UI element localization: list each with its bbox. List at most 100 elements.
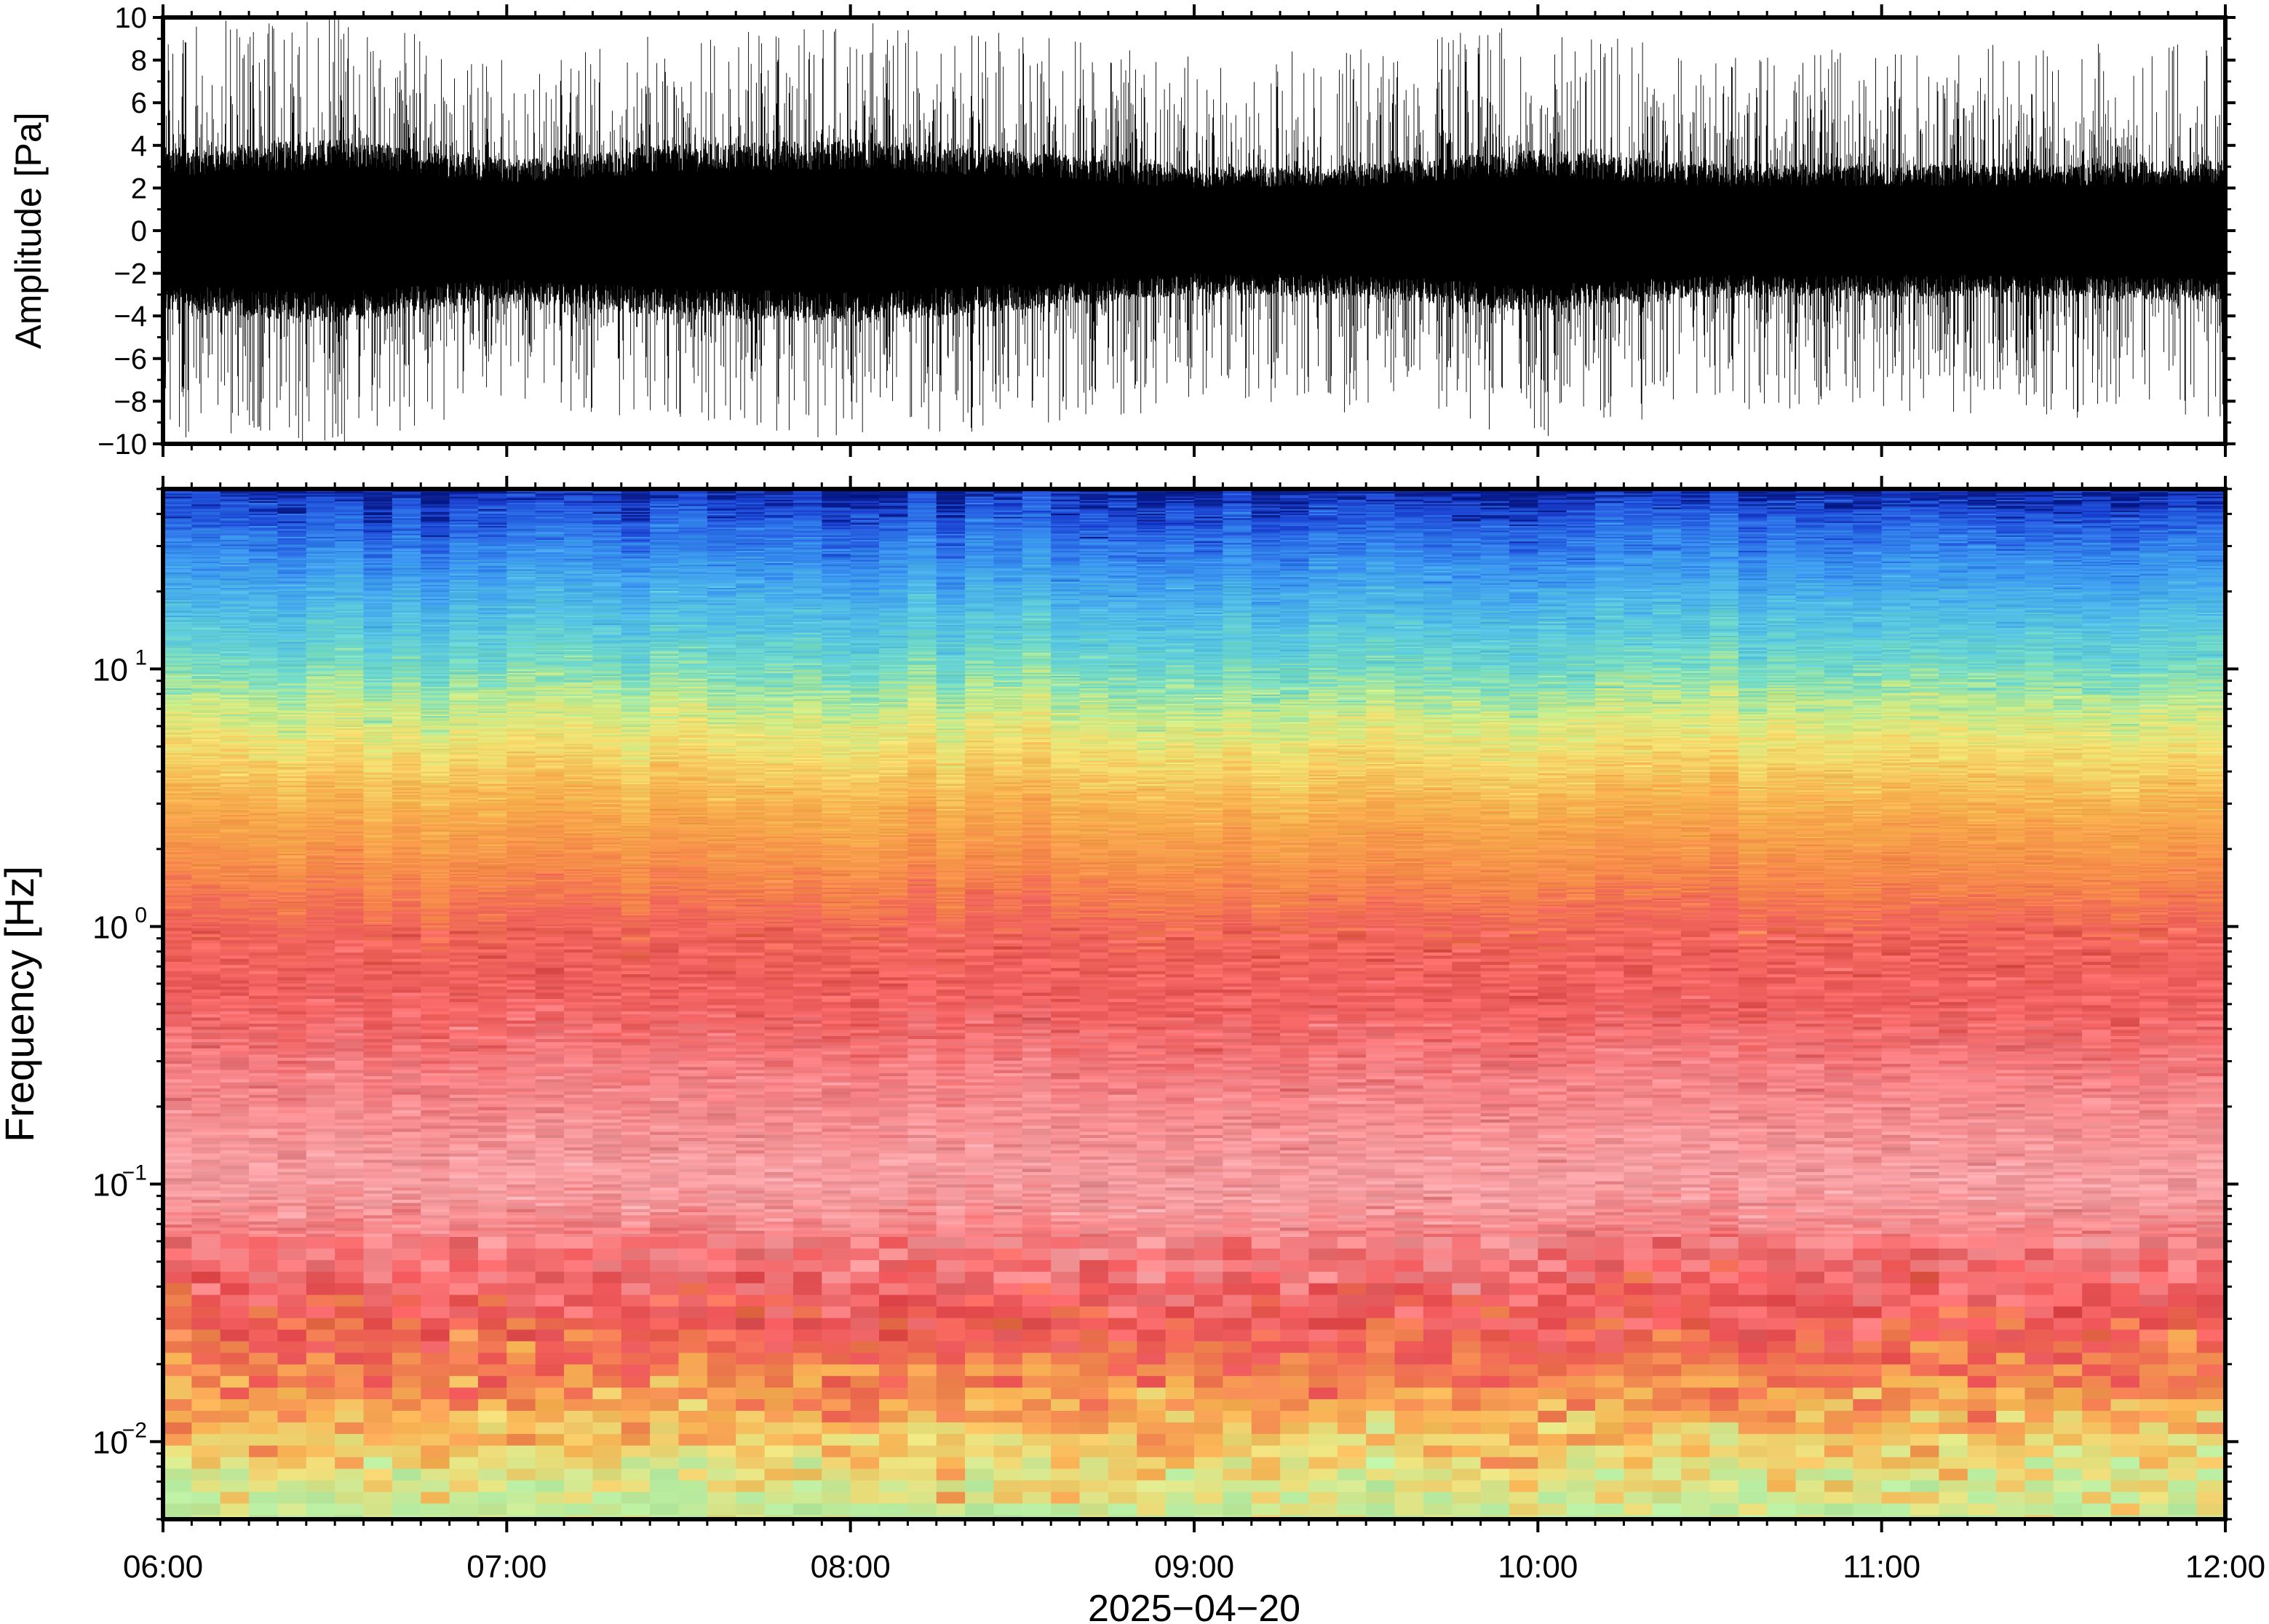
spectrogram-cell [421, 1194, 450, 1198]
spectrogram-cell [277, 1178, 306, 1182]
spectrogram-cell [191, 1187, 220, 1191]
spectrogram-cell [277, 1376, 306, 1388]
spectrogram-cell [191, 1469, 220, 1481]
spectrogram-cell [249, 950, 278, 953]
spectrogram-cell [191, 1219, 220, 1222]
spectrogram-cell [277, 1058, 306, 1062]
spectrogram-cell [191, 977, 220, 981]
spectrogram-cell [249, 1260, 278, 1273]
spectrogram-cell [220, 950, 250, 953]
spectrogram-cell [191, 1070, 220, 1074]
spectrogram-cell [335, 1079, 364, 1083]
spectrogram-cell [163, 1076, 192, 1080]
spectrogram-cell [450, 1399, 479, 1412]
spectrogram-cell [335, 1073, 364, 1077]
spectrogram-cell [249, 1364, 278, 1377]
spectrogram-cell [191, 1200, 220, 1203]
waveform-y-tick-label: −2 [114, 258, 147, 290]
spectrogram-cell [450, 1353, 479, 1365]
spectrogram-cell [364, 1014, 393, 1018]
spectrogram-cell [450, 1135, 479, 1139]
spectrogram-cell [392, 1209, 421, 1213]
spectrogram-cell [163, 1295, 192, 1307]
spectrogram-cell [306, 1434, 335, 1446]
spectrogram-cell [220, 1067, 250, 1070]
spectrogram-cell [306, 1446, 335, 1458]
spectrogram-cell [335, 1104, 364, 1107]
spectrogram-cell [392, 1064, 421, 1067]
spectrogram-cell [392, 1399, 421, 1412]
spectrogram-cell [191, 1048, 220, 1052]
spectrogram-cell [306, 1076, 335, 1080]
spectrogram-cell [249, 1098, 278, 1102]
spectrogram-cell [249, 1172, 278, 1176]
spectrogram-cell [220, 1104, 250, 1107]
spectrogram-cell [335, 943, 364, 947]
spectrogram-cell [450, 1422, 479, 1435]
spectrogram-cell [163, 1492, 192, 1504]
spectrogram-cell [450, 1172, 479, 1176]
spectrogram-cell [306, 1073, 335, 1077]
spectrogram-cell [249, 1064, 278, 1067]
spectrogram-cell [364, 980, 393, 984]
spectrogram-cell [450, 1014, 479, 1018]
spectrogram-cell [249, 971, 278, 975]
spectrogram-cell [277, 1481, 306, 1493]
spectrogram-cell [392, 950, 421, 953]
spectrogram-cell [306, 1399, 335, 1412]
spectrogram-cell [306, 1129, 335, 1132]
spectrogram-cell [191, 931, 220, 934]
spectrogram-cell [335, 1033, 364, 1037]
spectrogram-cell [306, 1039, 335, 1043]
spectrogram-cell [220, 931, 250, 934]
spectrogram-cell [220, 1129, 250, 1132]
spectrogram-cell [191, 950, 220, 953]
spectrogram-cell [220, 1209, 250, 1213]
spectrogram-cell [392, 1132, 421, 1136]
spectrogram-cell [392, 1169, 421, 1173]
spectrogram-cell [191, 1163, 220, 1166]
spectrogram-cell [364, 1116, 393, 1120]
spectrogram-cell [450, 1260, 479, 1273]
spectrogram-cell [306, 952, 335, 956]
spectrogram-cell [249, 1222, 278, 1225]
spectrogram-cell [277, 1030, 306, 1033]
spectrogram-cell [249, 1197, 278, 1201]
spectrogram-cell [163, 1101, 192, 1104]
spectrogram-cell [392, 952, 421, 956]
spectrogram-cell [277, 952, 306, 956]
spectrogram-cell [306, 1014, 335, 1018]
spectrogram-cell [450, 1194, 479, 1198]
spectrogram-cell [392, 1138, 421, 1142]
spectrogram-cell [163, 977, 192, 981]
spectrogram-cell [421, 968, 450, 971]
spectrogram-cell [392, 1054, 421, 1058]
spectrogram-cell [450, 1411, 479, 1423]
spectrogram-cell [392, 1160, 421, 1163]
spectrogram-cell [421, 1203, 450, 1206]
spectrogram-cell [364, 1237, 393, 1249]
spectrogram-cell [220, 1027, 250, 1030]
spectrogram-cell [191, 1169, 220, 1173]
spectrogram-cell [421, 965, 450, 968]
spectrogram-cell [163, 1200, 192, 1203]
spectrogram-cell [364, 1190, 393, 1194]
spectrogram-cell [450, 1215, 479, 1219]
spectrogram-cell [335, 974, 364, 978]
spectrogram-cell [306, 1411, 335, 1423]
spectrogram-cell [277, 1175, 306, 1179]
spectrogram-cell [306, 934, 335, 938]
spectrogram-cell [364, 1048, 393, 1052]
spectrogram-cell [277, 1027, 306, 1030]
spectrogram-cell [364, 1107, 393, 1111]
spectrogram-cell [364, 1070, 393, 1074]
spectrogram-cell [392, 1030, 421, 1033]
spectrogram-cell [364, 1215, 393, 1219]
spectrogram-cell [364, 1234, 393, 1238]
spectrogram-cell [163, 1227, 192, 1231]
spectrogram-cell [191, 1046, 220, 1049]
spectrogram-cell [220, 1005, 250, 1008]
spectrogram-cell [163, 1194, 192, 1198]
spectrogram-cell [191, 962, 220, 966]
spectrogram-cell [364, 1088, 393, 1092]
